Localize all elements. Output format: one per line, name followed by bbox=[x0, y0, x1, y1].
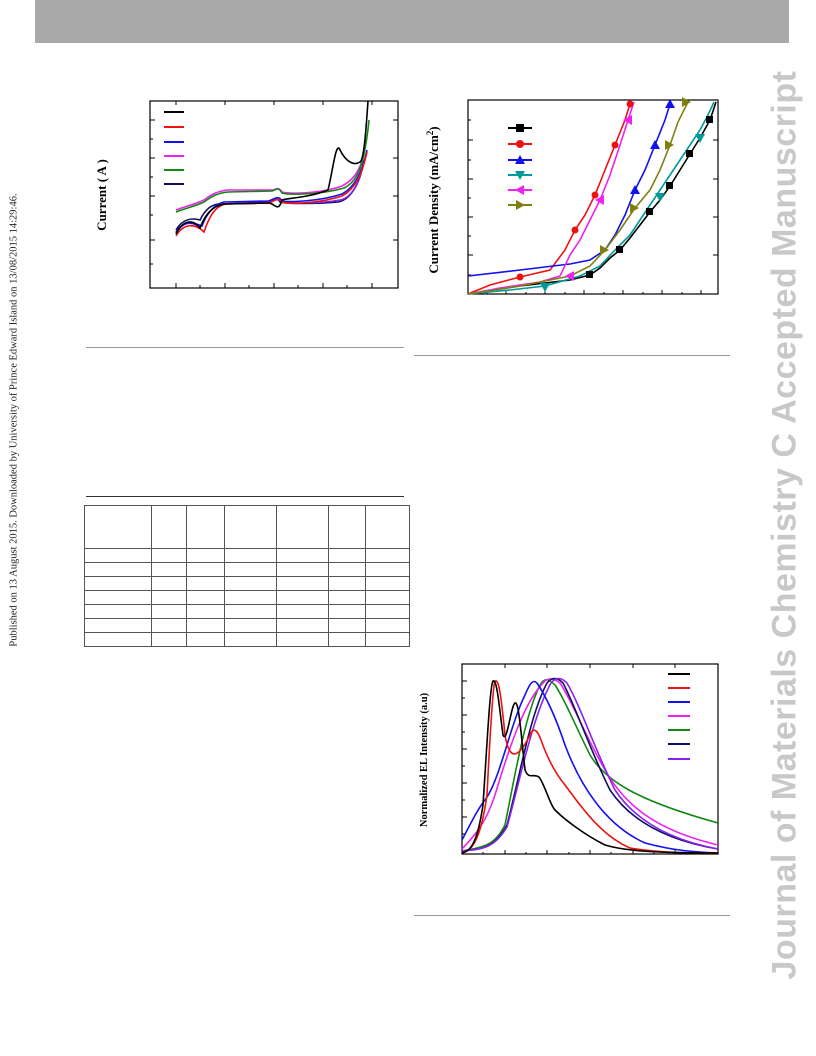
publication-info: Published on 13 August 2015. Downloaded … bbox=[8, 180, 20, 660]
table-row bbox=[85, 605, 410, 619]
table-row bbox=[85, 549, 410, 563]
table-row bbox=[85, 591, 410, 605]
marker-black bbox=[666, 182, 673, 189]
legend-marker-triangle-right bbox=[516, 200, 525, 210]
marker-teal bbox=[540, 283, 550, 292]
jv-curve-magenta bbox=[468, 102, 634, 294]
plot-frame bbox=[150, 101, 398, 288]
marker-black bbox=[686, 150, 693, 157]
marker-teal bbox=[695, 134, 705, 143]
cv-chart: Current ( A ) bbox=[88, 90, 408, 305]
jv-curve-red bbox=[468, 104, 630, 294]
cv-curve-green bbox=[176, 120, 369, 212]
figure-2-rule bbox=[414, 355, 730, 356]
marker-red bbox=[572, 227, 579, 234]
table-row bbox=[85, 619, 410, 633]
marker-red bbox=[592, 192, 599, 199]
watermark-text: Journal of Materials Chemistry C Accepte… bbox=[766, 71, 805, 980]
ticks bbox=[150, 101, 398, 288]
table-top-rule bbox=[86, 496, 404, 497]
jv-y-axis-label: Current Density (mA/cm2) bbox=[425, 126, 441, 273]
jv-chart: Current Density (mA/cm2) bbox=[420, 90, 730, 305]
data-table bbox=[84, 505, 410, 647]
table-row bbox=[85, 563, 410, 577]
journal-header-bar bbox=[35, 0, 789, 43]
figure-3-rule bbox=[414, 915, 730, 916]
marker-olive bbox=[665, 140, 674, 150]
journal-watermark: Journal of Materials Chemistry C Accepte… bbox=[760, 125, 810, 925]
marker-black bbox=[646, 208, 653, 215]
marker-red bbox=[612, 142, 619, 149]
legend-marker-square bbox=[516, 124, 524, 132]
jv-curve-black bbox=[468, 102, 716, 294]
marker-blue bbox=[630, 185, 640, 194]
el-chart: Normalized EL Intensity (a.u) bbox=[415, 655, 730, 865]
marker-red bbox=[627, 101, 634, 108]
table-row bbox=[85, 633, 410, 647]
legend-marker-triangle-left bbox=[515, 185, 524, 195]
ticks bbox=[468, 120, 718, 294]
marker-red bbox=[517, 274, 524, 281]
legend-marker-circle bbox=[516, 140, 524, 148]
publication-info-text: Published on 13 August 2015. Downloaded … bbox=[9, 193, 20, 646]
cv-y-axis-label: Current ( A ) bbox=[94, 159, 109, 231]
marker-black bbox=[706, 116, 713, 123]
legend bbox=[508, 124, 532, 210]
cv-curve-black bbox=[176, 101, 368, 234]
marker-teal bbox=[655, 193, 665, 202]
el-curve-blue bbox=[462, 682, 718, 854]
el-curves bbox=[462, 679, 718, 854]
figure-1-rule bbox=[86, 347, 404, 348]
cv-curve-red bbox=[176, 152, 367, 236]
jv-markers bbox=[517, 97, 714, 292]
marker-blue bbox=[650, 140, 660, 149]
marker-black bbox=[616, 246, 623, 253]
cv-curves bbox=[176, 101, 369, 236]
jv-curves bbox=[468, 102, 716, 294]
legend bbox=[164, 112, 184, 184]
legend bbox=[668, 674, 690, 759]
table-row bbox=[85, 577, 410, 591]
el-y-axis-label: Normalized EL Intensity (a.u) bbox=[419, 692, 430, 827]
jv-curve-blue bbox=[468, 104, 670, 276]
table-header-row bbox=[85, 506, 410, 549]
marker-black bbox=[586, 271, 593, 278]
